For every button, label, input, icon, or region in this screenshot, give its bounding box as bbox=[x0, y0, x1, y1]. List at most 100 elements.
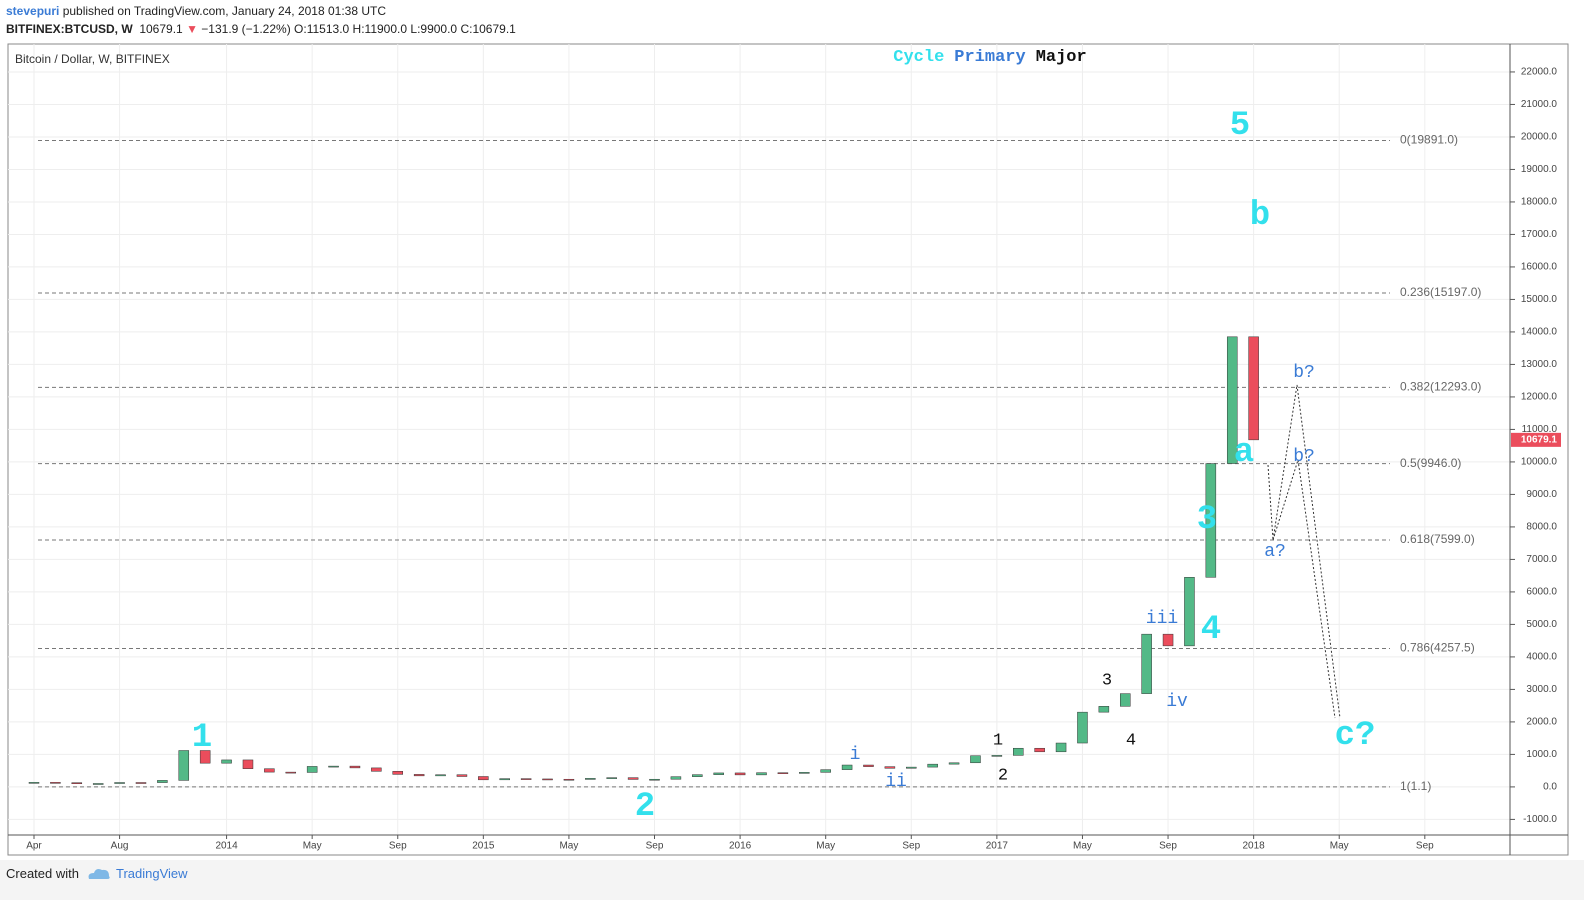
x-tick-label: 2016 bbox=[729, 841, 752, 852]
x-tick-label: 2015 bbox=[472, 841, 495, 852]
y-tick-label: 21000.0 bbox=[1521, 99, 1558, 110]
footer: Created with TradingView bbox=[0, 860, 1584, 900]
candle bbox=[520, 778, 532, 780]
candle bbox=[585, 778, 596, 780]
chart-legend: Bitcoin / Dollar, W, BITFINEX bbox=[15, 52, 170, 66]
candle bbox=[1226, 336, 1238, 464]
candle bbox=[478, 776, 489, 781]
candle bbox=[50, 782, 61, 784]
wave-label: iii bbox=[1146, 609, 1178, 629]
candle bbox=[948, 762, 960, 765]
candle bbox=[92, 783, 104, 785]
y-tick-label: 6000.0 bbox=[1526, 587, 1557, 598]
last-price-label: 10679.1 bbox=[1521, 434, 1558, 445]
last-price-tag bbox=[1511, 432, 1561, 447]
candle bbox=[799, 772, 810, 774]
candle bbox=[1141, 633, 1152, 694]
y-tick-label: 16000.0 bbox=[1521, 262, 1558, 273]
y-tick-label: 9000.0 bbox=[1526, 489, 1557, 500]
candle bbox=[328, 765, 339, 768]
y-tick-label: 8000.0 bbox=[1526, 522, 1557, 533]
candle bbox=[627, 777, 639, 780]
candle bbox=[371, 767, 382, 772]
wave-label: iv bbox=[1166, 692, 1188, 712]
y-tick-label: 11000.0 bbox=[1522, 424, 1558, 435]
candle bbox=[135, 782, 147, 784]
candle bbox=[563, 778, 575, 781]
change: −131.9 (−1.22%) bbox=[201, 22, 291, 36]
wave-label: 2 bbox=[998, 766, 1008, 785]
wave-label: b bbox=[1250, 197, 1270, 235]
ohlc-open: O:11513.0 bbox=[294, 22, 350, 36]
x-tick-label: May bbox=[559, 841, 578, 852]
projection-path bbox=[1267, 384, 1341, 719]
candle bbox=[221, 759, 232, 764]
y-tick-label: 5000.0 bbox=[1526, 619, 1557, 630]
footer-text: Created with bbox=[6, 866, 79, 881]
wave-label: 1 bbox=[192, 719, 212, 757]
projection bbox=[1267, 384, 1341, 719]
wave-label: 5 bbox=[1230, 107, 1250, 145]
wave-label: 3 bbox=[1197, 501, 1217, 539]
candle bbox=[28, 782, 40, 784]
candle bbox=[970, 755, 981, 764]
y-tick-label: 4000.0 bbox=[1526, 652, 1557, 663]
footer-brand[interactable]: TradingView bbox=[116, 866, 188, 881]
x-tick-label: May bbox=[303, 841, 322, 852]
x-tick-label: Sep bbox=[389, 841, 407, 852]
wave-label: 3 bbox=[1102, 671, 1112, 690]
wave-label: b? bbox=[1293, 363, 1315, 383]
candle bbox=[841, 764, 853, 770]
chart-title: Cycle Primary Major bbox=[893, 48, 1086, 67]
ohlc-close: C:10679.1 bbox=[460, 22, 516, 36]
candle bbox=[349, 765, 361, 769]
fib-label: 0(19891.0) bbox=[1400, 133, 1458, 147]
y-tick-label: 20000.0 bbox=[1521, 132, 1558, 143]
candle bbox=[863, 764, 874, 767]
candle bbox=[1055, 742, 1067, 753]
wave-label: c? bbox=[1335, 717, 1376, 755]
candle bbox=[777, 772, 789, 774]
x-tick-label: 2014 bbox=[215, 841, 238, 852]
fib-label: 0.786(4257.5) bbox=[1400, 641, 1475, 655]
x-tick-label: Apr bbox=[26, 841, 42, 852]
wave-label: ii bbox=[885, 772, 907, 792]
candle bbox=[456, 774, 468, 777]
candle bbox=[1248, 336, 1259, 441]
candle bbox=[306, 766, 318, 773]
published: published on TradingView.com, January 24… bbox=[62, 4, 387, 18]
candle bbox=[713, 772, 724, 775]
y-tick-label: 1000.0 bbox=[1526, 749, 1557, 760]
logo bbox=[88, 869, 110, 879]
author[interactable]: stevepuri bbox=[6, 4, 60, 18]
chart: 22000.021000.020000.019000.018000.017000… bbox=[7, 43, 1569, 856]
candle bbox=[734, 772, 746, 776]
candle bbox=[692, 774, 703, 777]
y-tick-label: -1000.0 bbox=[1523, 814, 1557, 825]
candle bbox=[1077, 711, 1088, 744]
y-tick-label: 13000.0 bbox=[1521, 359, 1558, 370]
wave-label: a bbox=[1234, 434, 1254, 472]
candle bbox=[392, 771, 403, 775]
candle bbox=[1184, 577, 1195, 647]
wave-label: 1 bbox=[993, 731, 1003, 750]
title-word: Major bbox=[1036, 48, 1087, 67]
candle bbox=[820, 769, 831, 773]
wave-label: b? bbox=[1293, 447, 1315, 467]
candle bbox=[649, 778, 660, 781]
wave-label: i bbox=[850, 745, 861, 765]
candle bbox=[242, 759, 254, 769]
wave-label: 4 bbox=[1126, 731, 1136, 750]
x-tick-label: Sep bbox=[1159, 841, 1177, 852]
y-tick-label: 7000.0 bbox=[1526, 554, 1557, 565]
x-tick-label: Sep bbox=[1416, 841, 1434, 852]
candle bbox=[884, 766, 896, 769]
symbol-line: BITFINEX:BTCUSD, W 10679.1 ▼ −131.9 (−1.… bbox=[6, 22, 516, 36]
y-tick-label: 22000.0 bbox=[1521, 67, 1558, 78]
chart-frame bbox=[7, 43, 1569, 856]
ohlc-high: H:11900.0 bbox=[352, 22, 408, 36]
fib-label: 0.236(15197.0) bbox=[1400, 285, 1481, 299]
x-tick-label: May bbox=[816, 841, 835, 852]
x-tick-label: 2018 bbox=[1243, 841, 1266, 852]
